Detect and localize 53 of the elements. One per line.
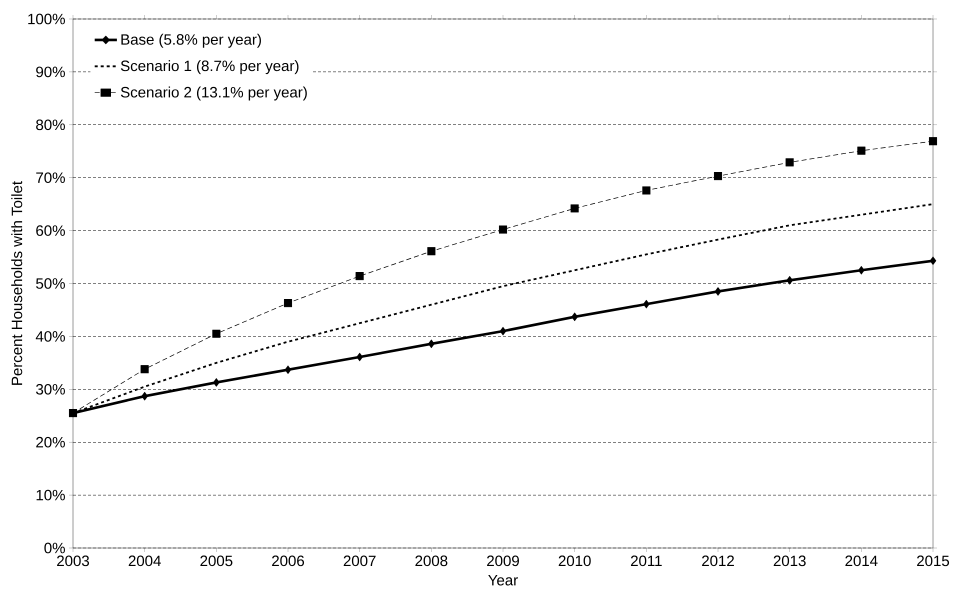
y-tick-label: 60% bbox=[36, 225, 65, 236]
point bbox=[714, 287, 722, 296]
x-tick-label: 2008 bbox=[415, 556, 448, 566]
legend-label: Base (5.8% per year) bbox=[121, 34, 261, 48]
point bbox=[213, 378, 220, 387]
x-axis-title: Year bbox=[488, 575, 518, 586]
y-tick-label: 0% bbox=[44, 542, 65, 554]
x-tick-label: 2005 bbox=[200, 556, 232, 566]
point bbox=[857, 146, 866, 155]
point bbox=[428, 340, 435, 348]
x-tick-label: 2010 bbox=[558, 556, 591, 566]
point bbox=[643, 300, 650, 308]
y-tick-label: 90% bbox=[36, 66, 65, 78]
point bbox=[714, 172, 722, 180]
x-tick-label: 2015 bbox=[917, 556, 950, 566]
y-tick-label: 10% bbox=[36, 490, 65, 500]
point bbox=[141, 392, 148, 400]
y-axis-title: Percent Households with Toilet bbox=[11, 181, 22, 385]
point bbox=[356, 272, 364, 280]
x-tick-label: 2013 bbox=[774, 556, 806, 566]
point bbox=[500, 326, 506, 336]
point bbox=[570, 204, 579, 212]
point bbox=[212, 330, 220, 338]
y-tick-label: 50% bbox=[36, 278, 65, 289]
legend-label: Scenario 1 (8.7% per year) bbox=[120, 60, 298, 74]
point bbox=[858, 266, 865, 275]
y-tick-label: 70% bbox=[36, 172, 65, 184]
point bbox=[642, 186, 650, 194]
point bbox=[786, 158, 794, 166]
point bbox=[571, 312, 578, 322]
point bbox=[140, 365, 149, 374]
x-tick-label: 2014 bbox=[845, 556, 878, 566]
point bbox=[928, 137, 938, 146]
point bbox=[356, 352, 363, 362]
point bbox=[427, 247, 436, 256]
x-tick-label: 2003 bbox=[57, 556, 90, 566]
x-tick-label: 2009 bbox=[487, 556, 519, 566]
y-tick-label: 30% bbox=[36, 384, 65, 395]
y-tick-label: 100% bbox=[28, 14, 65, 24]
x-tick-label: 2004 bbox=[128, 556, 161, 566]
y-tick-label: 80% bbox=[36, 119, 65, 130]
point bbox=[786, 276, 793, 285]
point bbox=[498, 225, 508, 234]
x-tick-label: 2012 bbox=[702, 556, 734, 566]
point bbox=[930, 256, 936, 266]
y-tick-label: 40% bbox=[36, 331, 65, 342]
y-tick-label: 20% bbox=[36, 436, 65, 448]
x-tick-label: 2011 bbox=[630, 556, 662, 566]
point bbox=[284, 365, 292, 374]
x-tick-label: 2006 bbox=[272, 556, 304, 566]
point bbox=[284, 299, 292, 308]
x-tick-label: 2007 bbox=[344, 556, 376, 566]
legend-label: Scenario 2 (13.1% per year) bbox=[120, 86, 307, 100]
